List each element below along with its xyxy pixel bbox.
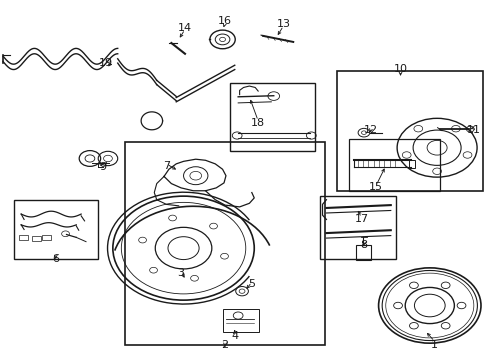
Text: 6: 6 — [52, 254, 59, 264]
Text: 3: 3 — [177, 268, 184, 278]
Text: 5: 5 — [248, 279, 255, 289]
Text: 10: 10 — [393, 64, 407, 74]
Bar — [222, 309, 259, 332]
Text: 1: 1 — [430, 340, 437, 350]
Text: 7: 7 — [163, 161, 170, 171]
Text: 2: 2 — [221, 340, 228, 350]
Text: 15: 15 — [368, 182, 383, 192]
Text: 16: 16 — [218, 17, 231, 27]
Text: 13: 13 — [276, 19, 290, 29]
Text: 12: 12 — [364, 125, 378, 135]
Text: 9: 9 — [100, 162, 106, 172]
Bar — [125, 142, 325, 345]
Bar — [320, 196, 395, 259]
Text: 4: 4 — [231, 331, 238, 341]
Text: 18: 18 — [250, 118, 264, 128]
Bar — [19, 234, 28, 239]
Text: 8: 8 — [360, 239, 367, 249]
Bar — [408, 159, 414, 168]
Bar — [229, 83, 315, 151]
Text: 14: 14 — [178, 23, 192, 33]
Bar — [336, 71, 483, 191]
Text: 17: 17 — [354, 215, 368, 224]
Bar — [348, 139, 439, 191]
Bar — [42, 234, 51, 239]
Bar — [32, 236, 41, 241]
Text: 19: 19 — [98, 58, 112, 68]
Bar — [14, 200, 98, 259]
Text: 11: 11 — [466, 125, 480, 135]
Bar — [355, 244, 370, 260]
